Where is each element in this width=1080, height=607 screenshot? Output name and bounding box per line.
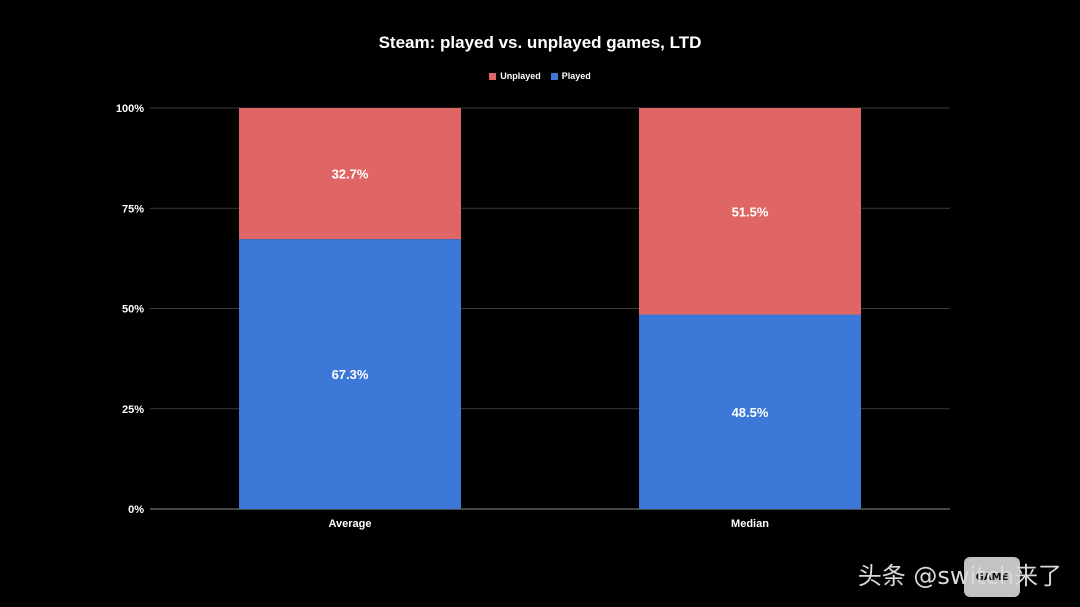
game-logo-icon: GAME: [964, 557, 1020, 597]
legend-swatch-played: [550, 72, 558, 80]
legend-swatch-unplayed: [489, 72, 497, 80]
legend-label-unplayed: Unplayed: [500, 71, 541, 81]
legend-item-played[interactable]: Played: [550, 71, 591, 81]
chart-legend: Unplayed Played: [0, 71, 1080, 81]
y-tick-label: 75%: [122, 203, 144, 215]
watermark-text: 头条 @switch来了: [857, 562, 1062, 590]
legend-item-unplayed[interactable]: Unplayed: [489, 71, 541, 81]
data-label: 51.5%: [732, 204, 769, 219]
y-tick-label: 25%: [122, 404, 144, 416]
x-tick-label: Median: [731, 518, 769, 530]
legend-label-played: Played: [561, 71, 591, 81]
chart-title: Steam: played vs. unplayed games, LTD: [378, 33, 702, 52]
data-label: 32.7%: [332, 167, 369, 182]
data-label: 48.5%: [732, 405, 769, 420]
y-tick-label: 100%: [116, 103, 144, 115]
bar-segment-unplayed: [239, 108, 461, 240]
data-label: 67.3%: [332, 367, 369, 382]
y-tick-label: 0%: [128, 504, 144, 516]
x-tick-label: Average: [328, 518, 371, 530]
bar-segment-played: [639, 314, 861, 509]
bar-segment-unplayed: [639, 108, 861, 315]
watermark: GAME 头条 @switch来了: [857, 556, 1062, 597]
game-logo-text: GAME: [975, 571, 1009, 583]
y-tick-label: 50%: [122, 304, 144, 316]
bar-segment-played: [239, 239, 461, 509]
